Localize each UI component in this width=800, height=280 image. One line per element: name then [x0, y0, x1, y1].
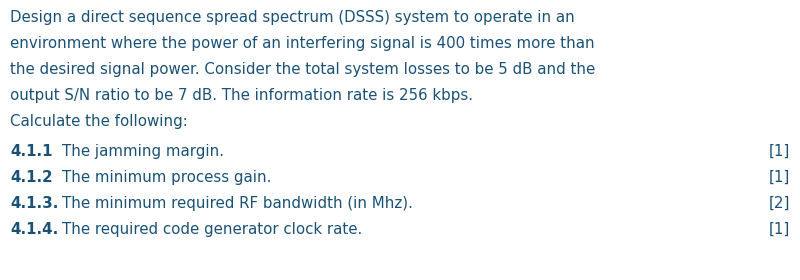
Text: [1]: [1]: [769, 170, 790, 185]
Text: Design a direct sequence spread spectrum (DSSS) system to operate in an: Design a direct sequence spread spectrum…: [10, 10, 574, 25]
Text: 4.1.3.: 4.1.3.: [10, 196, 58, 211]
Text: 4.1.2: 4.1.2: [10, 170, 53, 185]
Text: [1]: [1]: [769, 222, 790, 237]
Text: [2]: [2]: [769, 196, 790, 211]
Text: Calculate the following:: Calculate the following:: [10, 114, 188, 129]
Text: output S/N ratio to be 7 dB. The information rate is 256 kbps.: output S/N ratio to be 7 dB. The informa…: [10, 88, 473, 103]
Text: [1]: [1]: [769, 144, 790, 159]
Text: The minimum required RF bandwidth (in Mhz).: The minimum required RF bandwidth (in Mh…: [62, 196, 413, 211]
Text: The required code generator clock rate.: The required code generator clock rate.: [62, 222, 362, 237]
Text: environment where the power of an interfering signal is 400 times more than: environment where the power of an interf…: [10, 36, 594, 51]
Text: 4.1.1: 4.1.1: [10, 144, 53, 159]
Text: 4.1.4.: 4.1.4.: [10, 222, 58, 237]
Text: The jamming margin.: The jamming margin.: [62, 144, 224, 159]
Text: the desired signal power. Consider the total system losses to be 5 dB and the: the desired signal power. Consider the t…: [10, 62, 595, 77]
Text: The minimum process gain.: The minimum process gain.: [62, 170, 271, 185]
